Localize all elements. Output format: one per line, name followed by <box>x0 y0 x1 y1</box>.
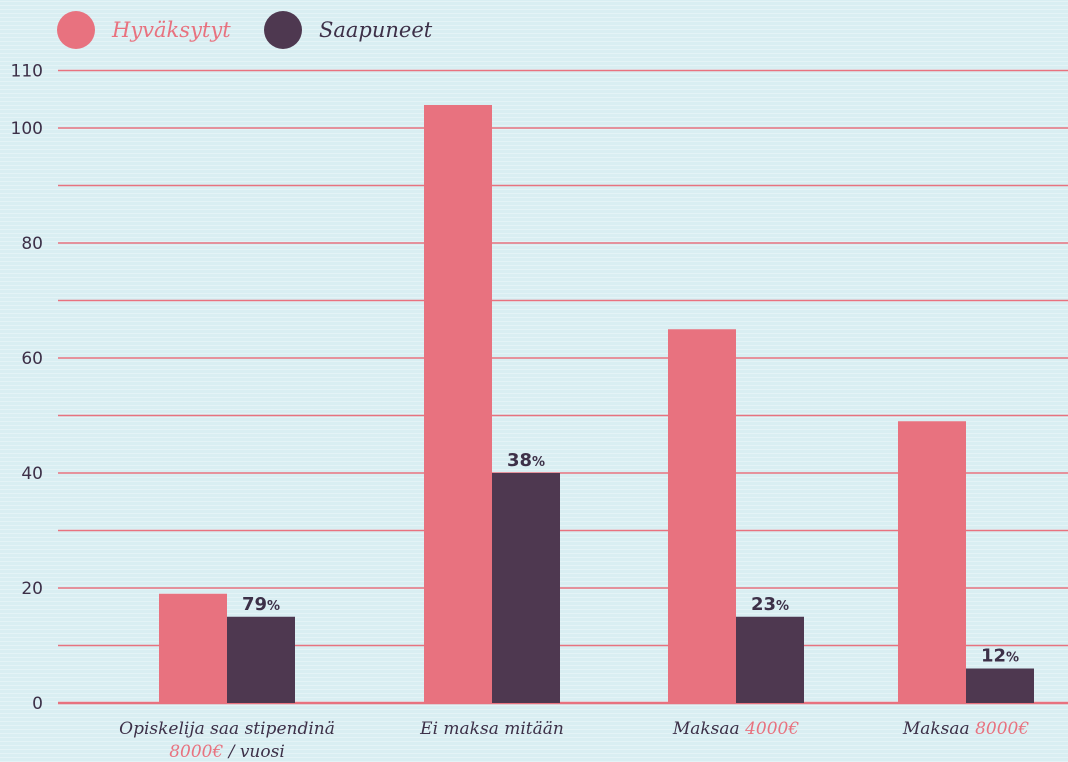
x-axis: Opiskelija saa stipendinä 8000€ / vuosi Ei… <box>119 719 1029 762</box>
bar-saapuneet <box>492 473 560 703</box>
y-tick-label: 40 <box>21 464 43 484</box>
x-category-label: Ei maksa mitään <box>419 719 564 739</box>
data-labels: 79% 38% 23% 12% <box>242 450 1019 667</box>
y-tick-label: 80 <box>21 234 43 254</box>
x-category-label: 8000€ / vuosi <box>169 742 285 762</box>
y-tick-label: 0 <box>32 694 43 714</box>
y-axis: 0 20 40 60 80 100 110 <box>11 62 43 715</box>
bar-hyvaksytyt <box>159 593 227 703</box>
bar-saapuneet <box>736 616 804 703</box>
legend: Hyväksytyt Saapuneet <box>57 11 433 49</box>
y-tick-label: 110 <box>11 62 43 82</box>
bar-hyvaksytyt <box>668 329 736 703</box>
legend-swatch <box>264 11 302 49</box>
bar-saapuneet <box>966 668 1034 703</box>
bar-saapuneet <box>227 616 295 703</box>
x-category-label: Maksaa 4000€ <box>672 719 800 739</box>
legend-label: Hyväksytyt <box>111 18 231 42</box>
data-label: 23% <box>751 594 789 615</box>
x-category-label: Maksaa 8000€ <box>902 719 1030 739</box>
legend-label: Saapuneet <box>319 18 433 42</box>
y-tick-label: 20 <box>21 579 43 599</box>
bar-hyvaksytyt <box>898 421 966 703</box>
bars <box>159 105 1034 703</box>
data-label: 12% <box>981 646 1019 667</box>
y-tick-label: 60 <box>21 349 43 369</box>
data-label: 79% <box>242 594 280 615</box>
data-label: 38% <box>507 450 545 471</box>
x-category-label: Opiskelija saa stipendinä <box>119 719 335 739</box>
bar-hyvaksytyt <box>424 105 492 703</box>
legend-swatch <box>57 11 95 49</box>
y-tick-label: 100 <box>11 119 43 139</box>
